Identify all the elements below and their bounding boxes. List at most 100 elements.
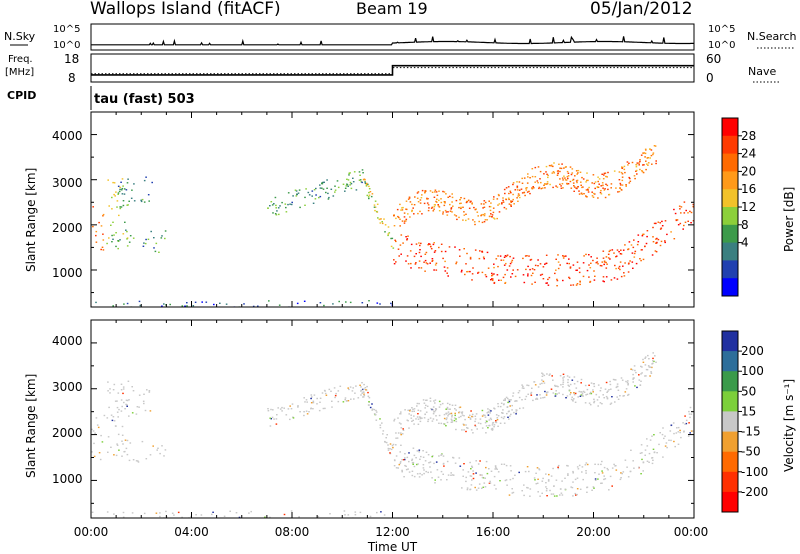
data-cell: [487, 427, 489, 429]
data-cell: [555, 479, 558, 481]
data-cell: [567, 172, 570, 174]
data-cell: [588, 264, 590, 266]
data-cell: [131, 386, 133, 388]
data-cell: [512, 477, 514, 480]
data-cell: [648, 452, 651, 455]
data-cell: [438, 414, 441, 417]
data-cell: [297, 405, 299, 407]
data-cell: [491, 428, 494, 430]
data-cell: [542, 397, 544, 399]
data-cell: [494, 468, 496, 470]
data-cell: [431, 420, 434, 422]
data-cell: [125, 447, 128, 450]
data-cell: [169, 303, 171, 306]
data-cell: [479, 460, 481, 462]
data-cell: [438, 246, 440, 249]
data-cell: [580, 394, 582, 396]
data-cell: [445, 413, 448, 415]
data-cell: [469, 270, 471, 273]
data-cell: [484, 213, 486, 215]
data-cell: [515, 411, 518, 413]
data-cell: [406, 238, 409, 240]
data-cell: [442, 462, 445, 465]
data-cell: [594, 463, 596, 465]
data-cell: [419, 199, 422, 201]
data-cell: [618, 251, 620, 253]
data-cell: [640, 259, 642, 262]
data-cell: [539, 263, 542, 265]
data-cell: [186, 305, 188, 307]
data-cell: [235, 512, 238, 514]
data-cell: [687, 212, 689, 214]
data-cell: [637, 241, 640, 243]
data-cell: [299, 206, 301, 209]
data-cell: [568, 262, 570, 265]
data-cell: [411, 420, 413, 422]
data-cell: [581, 392, 584, 394]
data-cell: [516, 186, 519, 189]
data-cell: [474, 418, 477, 420]
data-cell: [433, 251, 436, 253]
data-cell: [403, 216, 406, 218]
data-cell: [646, 460, 649, 462]
data-cell: [621, 166, 623, 168]
data-cell: [518, 194, 521, 196]
data-cell: [545, 262, 548, 265]
data-cell: [407, 468, 409, 470]
data-cell: [275, 214, 278, 216]
data-cell: [107, 390, 109, 392]
data-cell: [571, 379, 574, 381]
data-cell: [285, 414, 288, 416]
data-cell: [545, 183, 548, 185]
data-cell: [458, 416, 460, 419]
data-cell: [438, 210, 441, 212]
data-cell: [636, 162, 639, 164]
data-cell: [529, 177, 531, 179]
data-cell: [554, 393, 557, 395]
data-cell: [594, 187, 596, 190]
data-cell: [632, 267, 634, 269]
data-cell: [512, 491, 515, 494]
data-cell: [621, 167, 623, 169]
data-cell: [426, 198, 428, 200]
data-cell: [429, 190, 432, 192]
data-cell: [443, 413, 446, 416]
data-cell: [639, 160, 641, 163]
data-cell: [594, 479, 597, 481]
data-cell: [465, 476, 467, 479]
data-cell: [566, 262, 568, 265]
data-cell: [466, 200, 469, 203]
data-cell: [416, 405, 418, 407]
data-cell: [538, 468, 540, 470]
data-cell: [432, 406, 435, 408]
data-cell: [504, 398, 506, 400]
data-cell: [621, 184, 624, 186]
data-cell: [634, 177, 636, 180]
data-cell: [615, 256, 617, 258]
data-cell: [453, 417, 456, 419]
data-cell: [117, 192, 120, 194]
data-cell: [664, 220, 667, 222]
data-cell: [615, 469, 618, 471]
power-ytick-1000: 1000: [52, 266, 83, 280]
data-cell: [474, 249, 477, 251]
data-cell: [446, 408, 449, 410]
data-cell: [521, 399, 523, 401]
data-cell: [492, 211, 495, 214]
data-cell: [389, 443, 392, 445]
data-cell: [101, 441, 104, 443]
data-cell: [585, 470, 587, 472]
data-cell: [639, 452, 642, 454]
data-cell: [296, 302, 299, 305]
data-cell: [332, 195, 335, 197]
data-cell: [319, 401, 321, 403]
data-cell: [483, 214, 486, 217]
data-cell: [140, 199, 142, 201]
data-cell: [603, 261, 606, 263]
data-cell: [376, 203, 379, 205]
data-cell: [539, 170, 542, 173]
data-cell: [344, 187, 347, 189]
data-cell: [570, 284, 572, 286]
data-cell: [592, 391, 594, 393]
data-cell: [642, 258, 645, 261]
